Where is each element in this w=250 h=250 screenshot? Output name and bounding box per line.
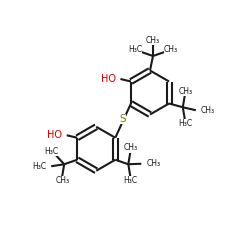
Text: H₃C: H₃C [178, 119, 192, 128]
Text: H₃C: H₃C [45, 146, 59, 156]
Text: S: S [119, 114, 126, 124]
Text: H₃C: H₃C [128, 45, 142, 54]
Text: CH₃: CH₃ [146, 36, 160, 45]
Text: CH₃: CH₃ [164, 45, 178, 54]
Text: H₃C: H₃C [32, 162, 46, 171]
Text: HO: HO [47, 130, 62, 140]
Text: CH₃: CH₃ [146, 159, 160, 168]
Text: HO: HO [101, 74, 116, 84]
Text: CH₃: CH₃ [124, 144, 138, 152]
Text: CH₃: CH₃ [201, 106, 215, 115]
Text: H₃C: H₃C [124, 176, 138, 185]
Text: CH₃: CH₃ [56, 176, 70, 185]
Text: CH₃: CH₃ [178, 86, 192, 96]
